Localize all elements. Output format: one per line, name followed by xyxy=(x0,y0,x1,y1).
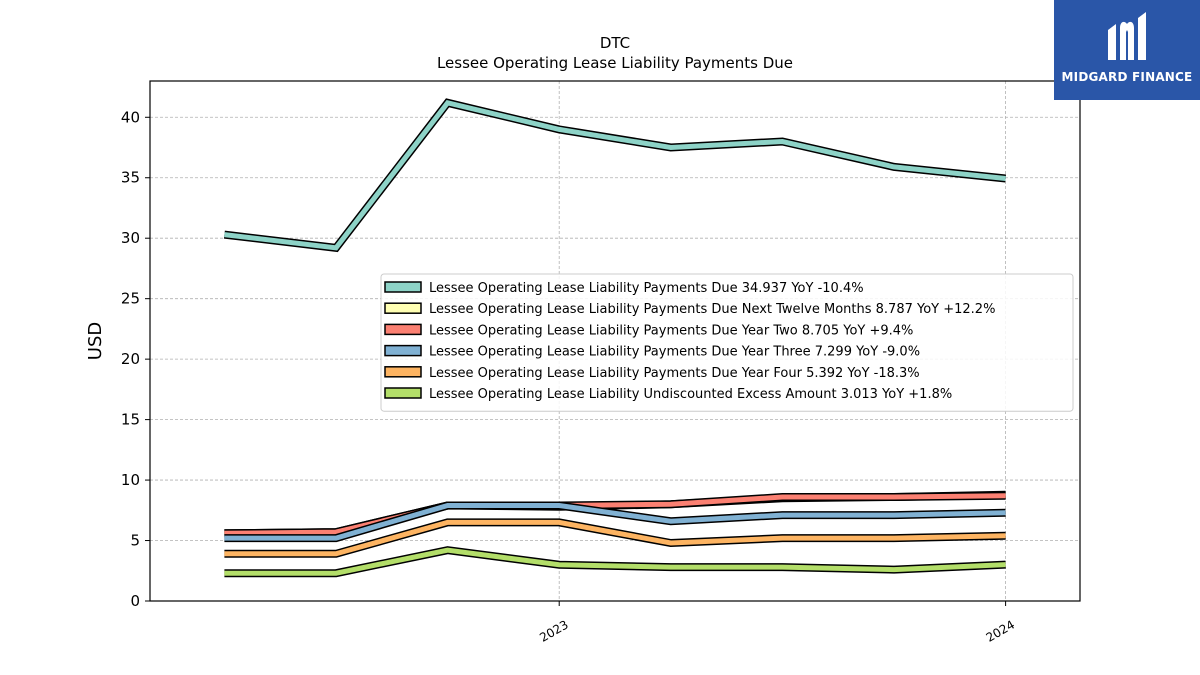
y-tick-label: 0 xyxy=(130,592,140,610)
brand-name: MIDGARD FINANCE xyxy=(1061,70,1193,84)
legend-label-2: Lessee Operating Lease Liability Payment… xyxy=(429,323,913,338)
legend-swatch-4 xyxy=(384,366,422,378)
legend-label-5: Lessee Operating Lease Liability Undisco… xyxy=(429,387,952,402)
y-tick-label: 40 xyxy=(121,108,140,126)
series-line-2 xyxy=(224,493,1006,536)
y-tick-label: 35 xyxy=(121,169,140,187)
legend-swatch-3 xyxy=(384,344,422,357)
series-line-0 xyxy=(224,99,1006,251)
legend-label-1: Lessee Operating Lease Liability Payment… xyxy=(429,302,995,317)
y-tick-label: 25 xyxy=(121,290,140,308)
plot-frame xyxy=(149,80,1081,602)
y-tick-label: 15 xyxy=(121,411,140,429)
chart-subtitle: Lessee Operating Lease Liability Payment… xyxy=(437,54,793,72)
legend-label-3: Lessee Operating Lease Liability Payment… xyxy=(429,345,920,360)
legend-swatch-0 xyxy=(384,281,422,293)
legend-label-4: Lessee Operating Lease Liability Payment… xyxy=(429,366,920,381)
y-tick-label: 10 xyxy=(121,471,140,489)
series-line-3 xyxy=(224,503,1006,541)
brand-logo: MIDGARD FINANCE xyxy=(1054,0,1200,100)
legend-box xyxy=(380,273,1074,412)
x-tick-label: 2024 xyxy=(984,617,1017,644)
series-line-5 xyxy=(224,547,1006,576)
series-outline-0 xyxy=(223,98,1007,253)
midgard-logo-icon xyxy=(1108,12,1146,60)
y-tick-label: 20 xyxy=(121,350,140,368)
x-tick-label: 2023 xyxy=(537,617,570,644)
y-tick-label: 5 xyxy=(130,532,140,550)
legend-label-0: Lessee Operating Lease Liability Payment… xyxy=(429,281,864,296)
legend-swatch-2 xyxy=(384,323,422,336)
y-axis-label: USD xyxy=(85,322,106,360)
legend-swatch-1 xyxy=(384,302,422,314)
chart-title: DTC xyxy=(600,34,630,52)
series-line-4 xyxy=(224,519,1006,557)
legend-swatch-5 xyxy=(384,387,422,399)
y-tick-label: 30 xyxy=(121,229,140,247)
